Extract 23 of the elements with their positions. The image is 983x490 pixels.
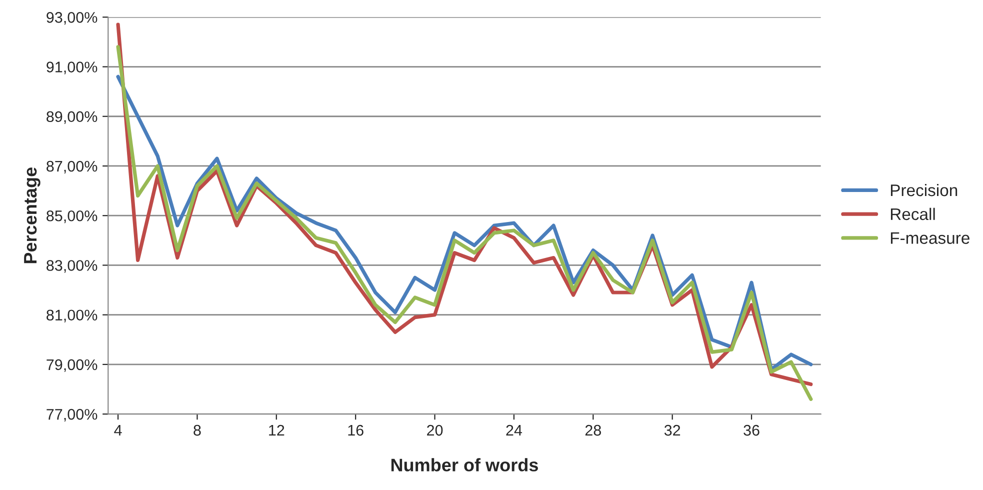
x-axis-title: Number of words: [391, 458, 538, 472]
y-tick-label: 77,00%: [46, 408, 98, 422]
legend-label: Precision: [890, 184, 958, 196]
y-tick-label: 83,00%: [46, 260, 98, 273]
y-tick-label: 87,00%: [46, 160, 98, 174]
y-tick-label: 91,00%: [46, 62, 98, 74]
x-tick-label: 12: [269, 424, 284, 436]
legend-label: F-measure: [890, 232, 970, 244]
x-tick-label: 4: [114, 425, 122, 436]
x-tick-label: 36: [744, 424, 760, 436]
y-tick-label: 79,00%: [46, 359, 98, 372]
y-tick-label: 89,00%: [46, 111, 98, 124]
y-tick-label: 93,00%: [46, 12, 98, 25]
x-tick-label: 24: [506, 424, 522, 436]
x-tick-label: 20: [427, 424, 443, 436]
y-tick-label: 85,00%: [46, 210, 98, 224]
y-axis-title: Percentage: [24, 168, 40, 264]
x-tick-label: 28: [585, 424, 601, 436]
y-tick-label: 81,00%: [46, 310, 98, 322]
x-tick-label: 16: [348, 424, 364, 436]
legend-label: Recall: [890, 208, 935, 220]
x-tick-label: 32: [664, 424, 680, 436]
x-tick-label: 8: [194, 424, 201, 436]
